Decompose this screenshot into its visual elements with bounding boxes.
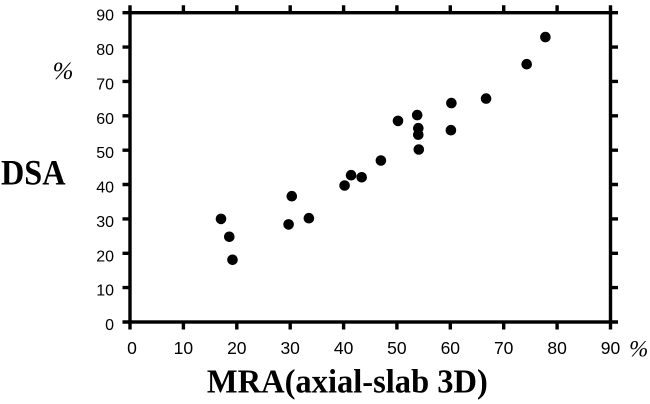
svg-text:70: 70 — [494, 338, 514, 358]
svg-text:80: 80 — [96, 42, 114, 59]
svg-text:40: 40 — [96, 180, 114, 197]
svg-text:DSA: DSA — [1, 153, 66, 193]
svg-text:10: 10 — [96, 283, 114, 300]
svg-text:10: 10 — [174, 338, 194, 358]
svg-text:20: 20 — [227, 338, 247, 358]
svg-text:0: 0 — [127, 338, 137, 358]
svg-text:MRA(axial-slab 3D): MRA(axial-slab 3D) — [207, 364, 488, 401]
svg-text:30: 30 — [96, 214, 114, 231]
svg-text:60: 60 — [441, 338, 461, 358]
svg-text:%: % — [629, 337, 648, 362]
svg-text:50: 50 — [387, 338, 407, 358]
svg-text:90: 90 — [96, 8, 114, 25]
svg-text:50: 50 — [96, 145, 114, 162]
svg-text:70: 70 — [96, 76, 114, 93]
svg-text:40: 40 — [334, 338, 354, 358]
svg-text:20: 20 — [96, 248, 114, 265]
svg-text:30: 30 — [280, 338, 300, 358]
svg-text:80: 80 — [547, 338, 567, 358]
svg-text:%: % — [53, 58, 74, 85]
svg-text:90: 90 — [601, 338, 621, 358]
svg-text:60: 60 — [96, 111, 114, 128]
svg-text:0: 0 — [105, 317, 114, 334]
